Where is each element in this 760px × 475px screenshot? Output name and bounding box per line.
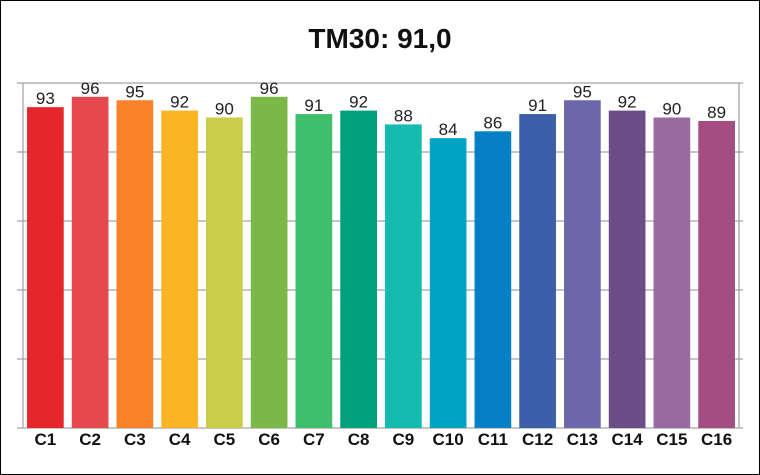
value-label: 92 bbox=[618, 93, 637, 112]
category-tick-label: C2 bbox=[79, 430, 101, 449]
category-tick-label: C5 bbox=[214, 430, 236, 449]
category-tick-label: C14 bbox=[612, 430, 644, 449]
bar-c6 bbox=[250, 96, 288, 429]
bar-c4 bbox=[161, 110, 198, 428]
category-tick-label: C6 bbox=[258, 430, 280, 449]
value-label: 92 bbox=[170, 93, 189, 112]
category-tick-label: C15 bbox=[656, 430, 687, 449]
bar-c10 bbox=[429, 138, 467, 428]
bar-c11 bbox=[474, 131, 512, 429]
bar-c16 bbox=[698, 120, 735, 428]
value-label: 90 bbox=[215, 100, 234, 119]
bar-c3 bbox=[116, 100, 154, 428]
value-label: 95 bbox=[125, 82, 144, 101]
bar-c5 bbox=[206, 117, 243, 428]
value-label: 90 bbox=[662, 100, 681, 119]
value-label: 96 bbox=[81, 79, 100, 98]
category-tick-label: C12 bbox=[522, 430, 553, 449]
bar-c13 bbox=[564, 100, 601, 428]
value-label: 88 bbox=[394, 106, 413, 125]
category-tick-label: C1 bbox=[35, 430, 57, 449]
value-label: 92 bbox=[349, 93, 368, 112]
category-tick-label: C16 bbox=[701, 430, 732, 449]
bar-c9 bbox=[385, 124, 422, 429]
value-label: 86 bbox=[483, 113, 502, 132]
value-label: 91 bbox=[304, 96, 323, 115]
category-tick-label: C7 bbox=[303, 430, 325, 449]
bar-c8 bbox=[340, 110, 377, 428]
category-tick-label: C9 bbox=[393, 430, 415, 449]
category-tick-label: C4 bbox=[169, 430, 191, 449]
category-tick-label: C8 bbox=[348, 430, 370, 449]
category-tick-label: C3 bbox=[124, 430, 146, 449]
value-label: 93 bbox=[36, 89, 55, 108]
value-label: 96 bbox=[260, 79, 279, 98]
category-tick-label: C13 bbox=[567, 430, 598, 449]
value-labels: 93 96 95 92 90 96 91 92 88 84 86 91 95 92 90 89 bbox=[36, 79, 726, 139]
value-label: 89 bbox=[707, 103, 726, 122]
bar-c12 bbox=[519, 114, 556, 429]
bars bbox=[27, 96, 735, 429]
bar-c2 bbox=[71, 96, 109, 429]
category-tick-label: C10 bbox=[433, 430, 464, 449]
bar-c7 bbox=[295, 114, 333, 429]
plot-area-border bbox=[22, 82, 740, 429]
category-ticks: C1 C2 C3 C4 C5 C6 C7 C8 C9 C10 C11 C12 C13 C14 C15 C16 bbox=[35, 430, 733, 449]
value-label: 95 bbox=[573, 82, 592, 101]
chart-title: TM30: 91,0 bbox=[308, 23, 452, 54]
bar-c1 bbox=[27, 107, 64, 429]
value-label: 84 bbox=[439, 120, 458, 139]
value-label: 91 bbox=[528, 96, 547, 115]
category-tick-label: C11 bbox=[478, 430, 508, 449]
bar-c15 bbox=[653, 117, 691, 428]
bar-c14 bbox=[608, 110, 646, 428]
